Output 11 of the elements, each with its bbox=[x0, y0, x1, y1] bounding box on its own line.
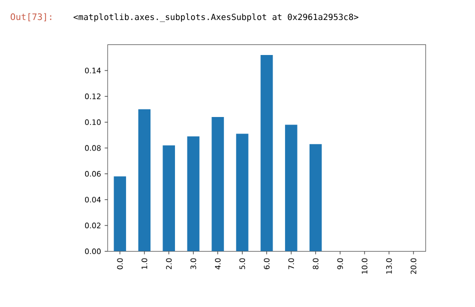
bar bbox=[187, 136, 200, 252]
bar bbox=[212, 117, 224, 252]
bar bbox=[138, 109, 151, 252]
bar bbox=[162, 145, 175, 252]
bar bbox=[236, 134, 248, 252]
bar bbox=[260, 55, 273, 252]
bar bbox=[114, 176, 126, 252]
text: <matplotlib.axes._subplots.AxesSubplot at 0x2961a2953c8> bbox=[74, 14, 358, 22]
bar bbox=[285, 124, 298, 252]
bar bbox=[310, 144, 322, 252]
text: Out[73]: bbox=[10, 13, 52, 22]
